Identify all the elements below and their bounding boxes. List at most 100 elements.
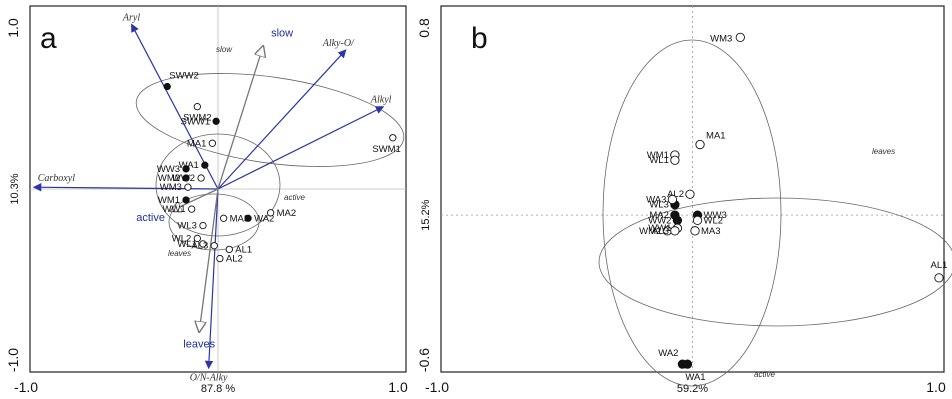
sample-point bbox=[685, 189, 695, 199]
point-label: MA2 bbox=[277, 208, 297, 219]
point-label: MA3 bbox=[230, 213, 250, 224]
sample-point bbox=[225, 245, 233, 254]
sample-point bbox=[188, 205, 196, 213]
x-axis-label: 87.8 % bbox=[201, 383, 235, 395]
point-label: WA2 bbox=[254, 213, 274, 224]
sample-point bbox=[667, 194, 678, 205]
point-label: WM1 bbox=[158, 195, 180, 206]
panel-a: -1.0 1.0 87.8 % 1.0 -1.0 10.3% a slow active leav… bbox=[5, 5, 408, 395]
point-label: WA2 bbox=[658, 348, 678, 359]
sample-point bbox=[163, 82, 171, 91]
group-ellipse bbox=[155, 133, 281, 237]
variable-label: O/N-Alky bbox=[190, 372, 228, 383]
y-tick-min: -1.0 bbox=[5, 348, 21, 372]
sample-point bbox=[672, 215, 683, 226]
point-label: AL1 bbox=[235, 244, 252, 255]
x-tick-max: 1.0 bbox=[388, 379, 408, 395]
point-label: WM1 bbox=[647, 150, 669, 161]
group-ellipse bbox=[168, 193, 260, 251]
point-label: WW3 bbox=[157, 164, 180, 175]
point-label: MA3 bbox=[701, 226, 721, 237]
y-axis-label: 15.2% bbox=[420, 199, 432, 230]
point-label: AL2 bbox=[667, 189, 684, 200]
variable-label: Alky-O/ bbox=[322, 38, 355, 49]
point-label: WW1 bbox=[648, 223, 671, 234]
group-ellipse bbox=[598, 197, 952, 327]
supplementary-arrow bbox=[217, 46, 263, 190]
sample-point bbox=[219, 214, 228, 222]
variable-arrow bbox=[217, 106, 385, 190]
ellipse-label: active bbox=[284, 193, 305, 202]
sample-point bbox=[182, 174, 190, 182]
point-label: AL3 bbox=[191, 241, 208, 252]
variable-arrow bbox=[217, 49, 347, 190]
point-label: SWM1 bbox=[372, 144, 401, 155]
variable-label: Carboxyl bbox=[38, 173, 75, 184]
group-ellipse bbox=[135, 73, 405, 167]
panel-letter: b bbox=[471, 22, 488, 55]
sample-point bbox=[193, 234, 201, 243]
sample-point bbox=[210, 242, 218, 250]
ellipse-label: leaves bbox=[872, 147, 895, 156]
y-axis-label: 10.3% bbox=[9, 173, 21, 204]
sample-point bbox=[682, 359, 693, 369]
y-tick-max: 1.0 bbox=[5, 18, 21, 38]
sample-point bbox=[208, 139, 217, 147]
sample-point bbox=[199, 221, 207, 230]
point-label: WA1 bbox=[685, 372, 705, 383]
point-label: WL1 bbox=[177, 239, 197, 250]
sample-point bbox=[216, 254, 224, 263]
point-label: WL3 bbox=[649, 200, 669, 211]
sample-point bbox=[182, 196, 190, 204]
point-label: WA3 bbox=[646, 194, 666, 205]
sample-point bbox=[934, 273, 944, 283]
point-label: AL1 bbox=[931, 260, 948, 271]
point-label: AL3 bbox=[652, 226, 669, 237]
x-tick-min: -1.0 bbox=[425, 379, 449, 395]
y-tick-max: 0.8 bbox=[416, 18, 432, 38]
ellipse-label: slow bbox=[216, 45, 233, 54]
sample-point bbox=[670, 155, 680, 165]
variable-label: Aryl bbox=[122, 12, 140, 23]
variable-arrow bbox=[204, 188, 219, 370]
sample-point bbox=[199, 240, 207, 248]
point-label: WW2 bbox=[172, 173, 195, 184]
point-label: WM3 bbox=[160, 182, 182, 193]
variable-arrow bbox=[130, 23, 219, 190]
supplementary-label: slow bbox=[271, 27, 293, 39]
point-label: WW2 bbox=[648, 215, 671, 226]
point-label: WW3 bbox=[704, 210, 727, 221]
sample-point bbox=[690, 226, 700, 236]
sample-point bbox=[201, 161, 209, 169]
point-label: MA1 bbox=[706, 131, 726, 142]
point-label: WM2 bbox=[158, 173, 180, 184]
sample-point bbox=[266, 209, 275, 217]
panel-letter: a bbox=[40, 22, 57, 55]
supplementary-label: leaves bbox=[183, 339, 215, 351]
supplementary-arrow bbox=[171, 188, 219, 211]
group-ellipse bbox=[602, 39, 782, 387]
variable-label: Alkyl bbox=[370, 95, 392, 106]
point-label: WW1 bbox=[162, 204, 185, 215]
supplementary-arrow bbox=[199, 188, 219, 332]
sample-point bbox=[212, 117, 220, 125]
ellipse-label: leaves bbox=[168, 249, 191, 258]
point-label: WL2 bbox=[704, 215, 724, 226]
sample-point bbox=[695, 139, 705, 150]
sample-point bbox=[193, 103, 201, 111]
sample-point bbox=[670, 226, 680, 236]
sample-point bbox=[182, 165, 190, 173]
y-tick-min: -0.6 bbox=[416, 348, 432, 372]
point-label: WL3 bbox=[177, 221, 197, 232]
supplementary-label: active bbox=[136, 212, 165, 224]
panel-b: -1.0 1.0 59.2% 0.8 -0.6 15.2% b leaves active WM3… bbox=[416, 5, 952, 395]
point-label: AL2 bbox=[226, 254, 243, 265]
sample-point bbox=[735, 32, 745, 43]
sample-point bbox=[389, 134, 397, 142]
x-tick-max: 1.0 bbox=[926, 379, 946, 395]
point-label: WM3 bbox=[710, 33, 732, 44]
sample-point bbox=[244, 214, 252, 222]
point-label: SWW2 bbox=[169, 71, 199, 82]
point-label: WL2 bbox=[172, 233, 192, 244]
